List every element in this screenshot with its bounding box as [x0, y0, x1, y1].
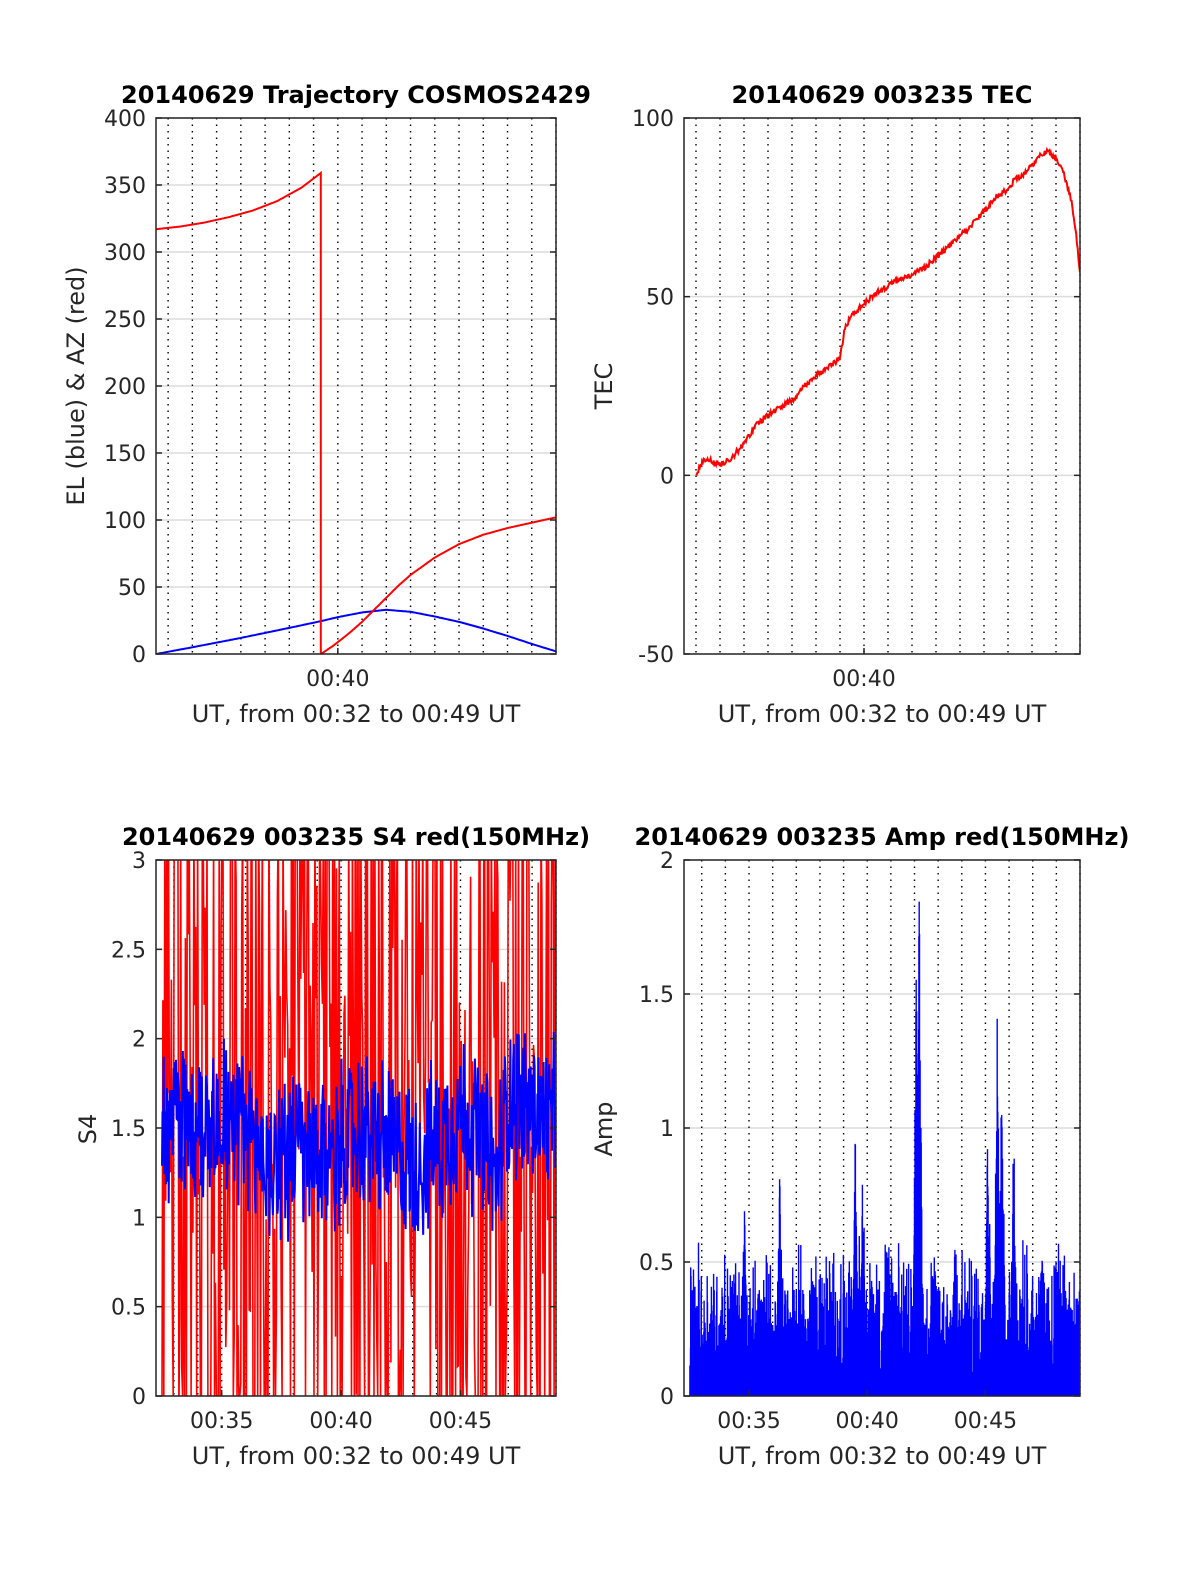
x-tick-label: 00:40: [832, 667, 895, 692]
y-tick-label: 0.5: [111, 1296, 146, 1321]
y-axis-label: EL (blue) & AZ (red): [62, 266, 90, 505]
y-tick-label: 50: [118, 576, 146, 601]
y-tick-label: 2.5: [111, 938, 146, 963]
y-tick-label: 0: [132, 1385, 146, 1410]
x-tick-label: 00:40: [836, 1409, 899, 1434]
y-tick-label: 200: [104, 375, 146, 400]
y-tick-label: 50: [646, 286, 674, 311]
y-tick-label: 0: [660, 1385, 674, 1410]
x-tick-label: 00:40: [309, 1409, 372, 1434]
tec-line: [695, 146, 1080, 477]
x-axis-label: UT, from 00:32 to 00:49 UT: [192, 700, 521, 728]
y-tick-label: 250: [104, 308, 146, 333]
y-tick-label: 3: [132, 849, 146, 874]
y-tick-label: 1.5: [639, 983, 674, 1008]
y-tick-label: 1.5: [111, 1117, 146, 1142]
y-tick-label: 300: [104, 241, 146, 266]
axes-box: [683, 117, 1081, 655]
x-tick-label: 00:45: [954, 1409, 1017, 1434]
x-tick-label: 00:35: [190, 1409, 253, 1434]
y-tick-label: 150: [104, 442, 146, 467]
x-axis-label: UT, from 00:32 to 00:49 UT: [192, 1442, 521, 1470]
y-tick-label: 2: [132, 1028, 146, 1053]
y-tick-label: 350: [104, 174, 146, 199]
amp-chart: 0 0.5 1 1.5 2 00:35 00:40 00:45 20140629 003235…: [590, 823, 1129, 1470]
chart-title: 20140629 003235 TEC: [732, 81, 1033, 109]
y-tick-label: 0: [132, 643, 146, 668]
y-tick-label: 2: [660, 849, 674, 874]
amp-bars: [689, 901, 1080, 1396]
chart-title: 20140629 003235 S4 red(150MHz): [122, 823, 590, 851]
chart-title: 20140629 003235 Amp red(150MHz): [635, 823, 1130, 851]
y-tick-label: 0.5: [639, 1251, 674, 1276]
series-line-red: [156, 170, 556, 654]
s4-chart: 0 0.5 1 1.5 2 2.5 3 00:35 00:40 00:45 20140629 00…: [74, 823, 590, 1470]
y-tick-label: 100: [104, 509, 146, 534]
series-line-blue: [156, 608, 556, 654]
x-axis-label: UT, from 00:32 to 00:49 UT: [718, 700, 1047, 728]
y-tick-label: 400: [104, 107, 146, 132]
y-axis-label: S4: [74, 1114, 102, 1145]
y-axis-label: Amp: [590, 1101, 618, 1156]
series-line-blue: [161, 1031, 556, 1242]
x-tick-label: 00:35: [717, 1409, 780, 1434]
chart-title: 20140629 Trajectory COSMOS2429: [121, 81, 591, 109]
trajectory-chart: 0 50 100 150 200 250 300 350 400 00:40 20140629 T…: [62, 81, 591, 728]
tec-chart: -50 0 50 100 00:40 20140629 003235 TEC UT, f…: [590, 81, 1081, 728]
y-tick-label: 1: [660, 1117, 674, 1142]
x-tick-label: 00:40: [306, 667, 369, 692]
y-tick-label: -50: [638, 643, 674, 668]
y-tick-label: 0: [660, 464, 674, 489]
y-tick-label: 100: [632, 107, 674, 132]
y-axis-label: TEC: [590, 363, 618, 411]
y-tick-label: 1: [132, 1206, 146, 1231]
x-axis-label: UT, from 00:32 to 00:49 UT: [718, 1442, 1047, 1470]
x-tick-label: 00:45: [429, 1409, 492, 1434]
